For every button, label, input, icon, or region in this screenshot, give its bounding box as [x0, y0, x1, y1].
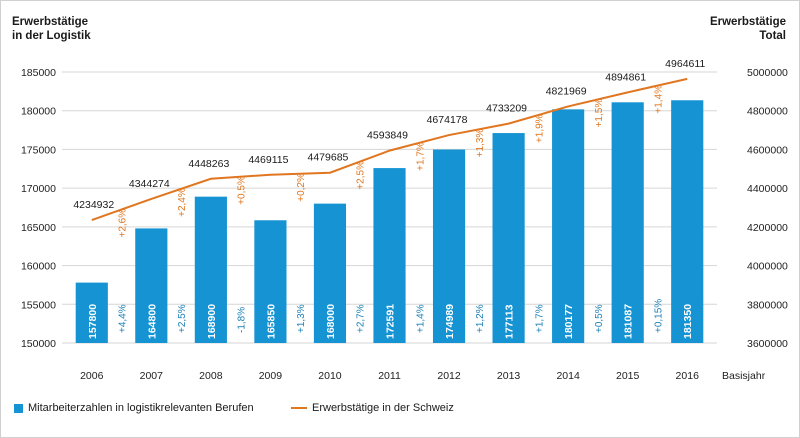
bar-value-label: 181350 — [682, 304, 694, 339]
line-value-label: 4733209 — [486, 103, 527, 115]
bar-change-label: +1,2% — [475, 304, 486, 333]
x-tick-label: 2012 — [437, 370, 461, 382]
line-change-label: +2,6% — [118, 209, 129, 238]
bar-value-label: 174989 — [444, 304, 456, 339]
bar-change-label: +2,5% — [177, 304, 188, 333]
right-tick-label: 3600000 — [747, 338, 788, 350]
right-tick-label: 3800000 — [747, 299, 788, 311]
x-tick-label: 2006 — [80, 370, 104, 382]
line-change-label: +2,4% — [177, 188, 188, 217]
line-value-label: 4964611 — [665, 58, 705, 70]
left-axis-title-line1: Erwerbstätige — [12, 16, 89, 28]
line-value-label: 4469115 — [248, 154, 288, 166]
bar — [194, 196, 227, 343]
x-tick-label: 2009 — [259, 370, 283, 382]
right-axis-title: Erwerbstätige Total — [710, 15, 786, 43]
bar-value-label: 165850 — [265, 304, 277, 339]
line-value-label: 4821969 — [546, 85, 587, 97]
line-change-label: +2,5% — [356, 161, 367, 190]
x-tick-label: 2015 — [616, 370, 640, 382]
right-tick-label: 4800000 — [747, 106, 788, 118]
bar-value-label: 177113 — [504, 304, 516, 339]
right-tick-label: 5000000 — [747, 67, 788, 79]
line-value-label: 4674178 — [427, 114, 468, 126]
left-tick-label: 185000 — [21, 67, 56, 79]
right-tick-label: 4200000 — [747, 222, 788, 234]
x-tick-label: 2014 — [556, 370, 580, 382]
right-tick-label: 4600000 — [747, 144, 788, 156]
right-tick-label: 4400000 — [747, 183, 788, 195]
bar — [552, 109, 585, 343]
bar — [75, 282, 108, 343]
left-axis-title-line2: in der Logistik — [12, 30, 91, 42]
bar-change-label: +1,3% — [296, 304, 307, 333]
right-axis-title-line2: Total — [759, 30, 786, 42]
bar — [611, 102, 644, 344]
right-axis-title-line1: Erwerbstätige — [709, 16, 786, 28]
bar-value-label: 164800 — [146, 304, 158, 339]
bar-change-label: +4,4% — [118, 304, 129, 333]
x-tick-label: 2011 — [378, 370, 401, 382]
bar — [254, 220, 287, 343]
legend-bar-swatch — [14, 403, 23, 413]
legend-line-label: Erwerbstätige in der Schweiz — [312, 402, 454, 414]
bar — [313, 203, 347, 343]
bar — [373, 168, 406, 343]
bar-change-label: +0,15% — [653, 299, 664, 333]
line-value-label: 4448263 — [188, 158, 229, 170]
left-tick-label: 155000 — [21, 299, 56, 311]
left-axis-title: Erwerbstätige in der Logistik — [12, 15, 91, 43]
bar — [432, 149, 466, 343]
bar-change-label: +0,5% — [594, 304, 605, 333]
bar-value-label: 168000 — [325, 304, 337, 339]
bar-change-label: +2,7% — [356, 304, 367, 333]
left-tick-label: 180000 — [21, 106, 56, 118]
x-tick-label: 2008 — [199, 370, 223, 382]
line-value-label: 4894861 — [605, 71, 646, 83]
left-tick-label: 165000 — [21, 222, 56, 234]
legend-line-swatch — [291, 407, 307, 409]
left-tick-label: 175000 — [21, 144, 56, 156]
left-tick-label: 160000 — [21, 261, 56, 273]
x-tick-label: 2010 — [318, 370, 342, 382]
bar-value-label: 172591 — [385, 304, 397, 339]
bar-change-label: +1,7% — [534, 304, 545, 333]
line-change-label: +0,5% — [237, 176, 248, 205]
bar-value-label: 181087 — [623, 304, 635, 339]
line-value-label: 4344274 — [129, 178, 170, 190]
legend-bar-label: Mitarbeiterzahlen in logistikrelevanten … — [28, 402, 254, 414]
legend-line: Erwerbstätige in der Schweiz — [291, 402, 454, 414]
bar-change-label: -1,8% — [237, 307, 248, 333]
line-change-label: +0,2% — [296, 173, 307, 202]
x-tick-label: 2007 — [140, 370, 164, 382]
bar — [492, 133, 525, 343]
bar-value-label: 180177 — [563, 304, 575, 339]
x-suffix-label: Basisjahr — [722, 370, 766, 382]
line-value-label: 4479685 — [308, 152, 349, 164]
line-change-label: +1,5% — [594, 99, 605, 128]
left-tick-label: 170000 — [21, 183, 56, 195]
bar — [135, 228, 168, 343]
x-tick-label: 2013 — [497, 370, 521, 382]
legend-bars: Mitarbeiterzahlen in logistikrelevanten … — [14, 402, 254, 414]
line-change-label: +1,7% — [415, 142, 426, 171]
right-tick-label: 4000000 — [747, 261, 788, 273]
line-value-label: 4593849 — [367, 130, 408, 142]
line-change-label: +1,3% — [475, 129, 486, 158]
line-value-label: 4234932 — [73, 199, 114, 211]
line-change-label: +1,9% — [534, 114, 545, 143]
bar-value-label: 168900 — [206, 304, 218, 339]
line-change-label: +1,4% — [653, 85, 664, 114]
x-tick-label: 2016 — [676, 370, 700, 382]
bar-value-label: 157800 — [87, 304, 99, 339]
bar — [671, 100, 704, 343]
line-series — [91, 77, 688, 222]
left-tick-label: 150000 — [21, 338, 56, 350]
bar-change-label: +1,4% — [415, 304, 426, 333]
